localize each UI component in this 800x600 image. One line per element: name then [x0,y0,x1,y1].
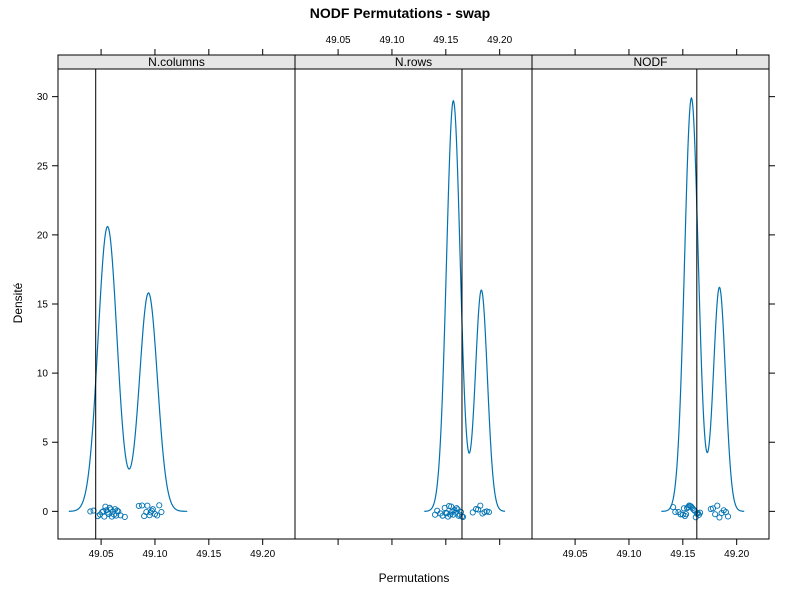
data-point [670,504,677,511]
x-tick-label: 49.05 [89,549,114,560]
panel-n-columns: N.columns [57,54,296,540]
strip-label: N.columns [148,55,205,69]
data-point [138,502,146,509]
data-point [725,513,732,520]
data-point [87,508,94,515]
data-point [101,513,108,520]
data-point [457,508,464,516]
data-point [472,506,480,513]
x-axis-bottom-panel-3: 49.05 49.10 49.15 49.20 [563,539,750,560]
x-tick-label: 49.20 [724,549,749,560]
strip-label: NODF [634,55,668,69]
x-axis-top-minor-panel-3 [574,49,738,55]
data-point [459,513,467,521]
data-point [453,505,460,512]
y-tick-label: 5 [42,438,48,449]
x-tick-label: 49.20 [250,549,275,560]
strip-label: N.rows [395,55,432,69]
x-tick-label: 49.15 [670,549,695,560]
data-point [712,511,719,518]
data-point [121,513,128,521]
density-line [661,96,745,512]
data-point [709,505,717,512]
x-tick-label: 49.20 [487,35,512,46]
x-axis-bottom-minor-panel-2 [337,539,501,545]
data-point [154,512,161,519]
data-point [156,502,163,509]
panel-frame [57,68,296,540]
x-axis-top-panel-2: 49.05 49.10 49.15 49.20 [326,35,513,55]
data-point [143,508,150,516]
y-tick-label: 15 [37,300,49,311]
panel-frame [531,68,770,540]
y-tick-label: 25 [37,161,49,172]
data-point [102,503,109,510]
y-tick-label: 20 [37,230,49,241]
data-point [672,508,679,516]
x-axis-top-minor-panel-1 [100,49,264,55]
x-axis-bottom-panel-1: 49.05 49.10 49.15 49.20 [89,539,276,560]
data-point [477,502,484,509]
x-tick-label: 49.05 [563,549,588,560]
data-point [106,504,113,511]
data-point [135,502,142,509]
data-point [683,511,690,518]
panel-frame [294,68,533,540]
x-tick-label: 49.15 [433,35,458,46]
y-tick-label: 30 [37,92,49,103]
data-point [714,502,721,509]
density-line [424,99,506,512]
data-point [697,509,704,516]
data-point [114,507,121,514]
data-point [148,507,155,514]
density-line [68,225,188,512]
x-tick-label: 49.15 [196,549,221,560]
data-point [485,509,492,516]
data-point [469,509,476,516]
data-point [680,505,687,512]
data-point [158,508,165,516]
y-tick-label: 10 [37,369,49,380]
panel-n-rows: N.rows [294,54,533,540]
x-tick-label: 49.10 [379,35,404,46]
data-point [149,506,156,513]
data-point [443,510,450,517]
data-point [690,506,697,513]
y-tick-label: 0 [42,507,48,518]
x-tick-label: 49.05 [326,35,351,46]
panel-nodf: NODF [531,54,770,540]
x-tick-label: 49.10 [616,549,641,560]
y-axis: 0 5 10 15 20 25 30 [37,92,775,518]
y-axis-label: Densité [11,282,25,323]
x-tick-label: 49.10 [142,549,167,560]
chart-title: NODF Permutations - swap [310,5,490,21]
x-axis-label: Permutations [379,571,450,585]
data-point [144,502,151,509]
